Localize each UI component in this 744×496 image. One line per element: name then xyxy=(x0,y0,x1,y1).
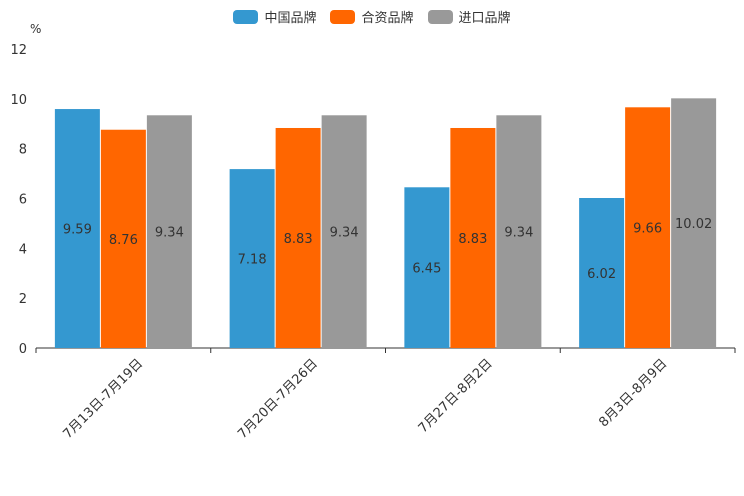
y-tick-label: 4 xyxy=(19,242,27,257)
bar-value-label: 9.34 xyxy=(504,226,533,241)
bar[interactable] xyxy=(671,98,717,349)
legend-swatch-china xyxy=(233,9,259,24)
bar[interactable] xyxy=(54,109,100,348)
bar[interactable] xyxy=(229,169,275,348)
legend-item-jv[interactable]: 合资品牌 xyxy=(330,7,414,26)
bar[interactable] xyxy=(496,115,542,348)
bar-value-label: 10.02 xyxy=(675,217,712,232)
bar-value-label: 8.83 xyxy=(284,232,313,247)
legend-label-import: 进口品牌 xyxy=(458,11,511,26)
bar-value-label: 8.83 xyxy=(458,232,487,247)
bar[interactable] xyxy=(404,187,450,348)
legend-item-china[interactable]: 中国品牌 xyxy=(233,7,316,26)
x-tick-label: 7月13日-7月19日 xyxy=(60,356,146,442)
bar[interactable] xyxy=(100,129,146,348)
bar-value-label: 9.59 xyxy=(63,223,92,238)
bar-value-label: 8.76 xyxy=(109,233,138,248)
bar[interactable] xyxy=(625,107,671,349)
bar[interactable] xyxy=(275,127,321,348)
x-tick-label: 7月20日-7月26日 xyxy=(235,356,321,442)
y-tick-label: 0 xyxy=(19,342,27,357)
bar-value-label: 9.34 xyxy=(155,226,184,241)
y-tick-label: 8 xyxy=(19,143,27,158)
legend-swatch-jv xyxy=(330,9,356,24)
bar[interactable] xyxy=(579,198,625,348)
bar-value-label: 6.45 xyxy=(412,262,441,277)
bar-value-label: 9.34 xyxy=(330,226,359,241)
y-tick-label: 12 xyxy=(10,43,27,58)
legend-label-china: 中国品牌 xyxy=(264,11,317,26)
bar[interactable] xyxy=(146,115,192,348)
bar[interactable] xyxy=(321,115,367,348)
legend-swatch-import xyxy=(427,9,453,24)
x-tick-label: 7月27日-8月2日 xyxy=(416,356,496,436)
y-tick-label: 6 xyxy=(19,193,27,208)
legend: 中国品牌 合资品牌 进口品牌 xyxy=(0,7,744,26)
bar-value-label: 6.02 xyxy=(587,267,616,282)
bar[interactable] xyxy=(450,127,496,348)
y-tick-label: 10 xyxy=(10,93,27,108)
y-axis-unit-label: % xyxy=(30,22,41,36)
y-tick-label: 2 xyxy=(19,292,27,307)
legend-label-jv: 合资品牌 xyxy=(361,11,414,26)
legend-item-import[interactable]: 进口品牌 xyxy=(427,7,511,26)
bar-value-label: 7.18 xyxy=(238,253,267,268)
bar-value-label: 9.66 xyxy=(633,222,662,237)
x-tick-label: 8月3日-8月9日 xyxy=(596,356,670,430)
